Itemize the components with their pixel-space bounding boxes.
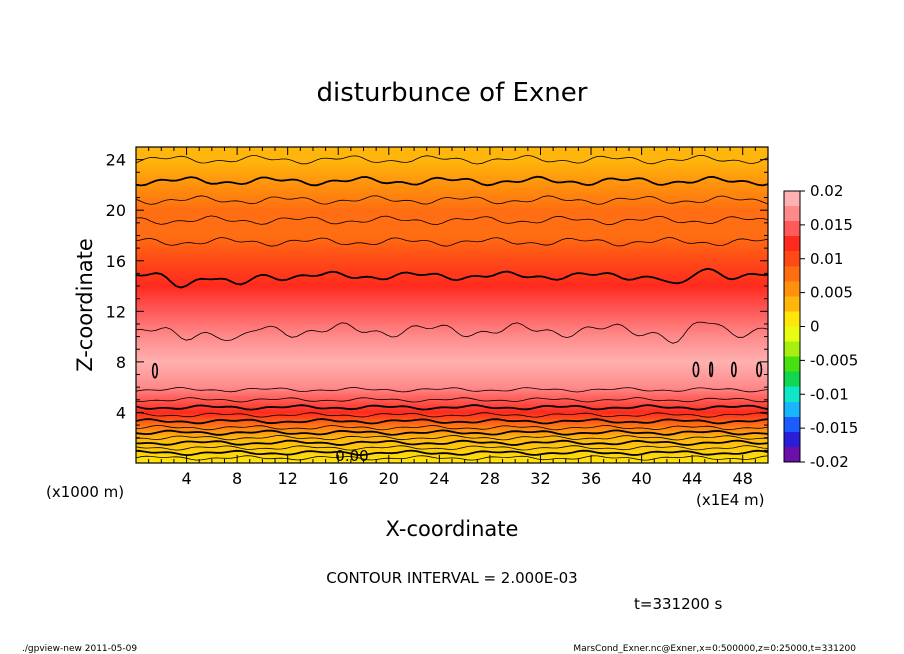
x-unit-label: (x1000 m) xyxy=(46,483,124,501)
footer-right: MarsCond_Exner.nc@Exner,x=0:500000,z=0:2… xyxy=(573,644,856,654)
x-tick-label: 20 xyxy=(379,469,399,488)
colorbar-tick-label: -0.02 xyxy=(810,453,849,471)
colorbar-tick-label: 0.015 xyxy=(810,216,853,234)
x-tick-label: 8 xyxy=(232,469,242,488)
contour-line xyxy=(136,215,768,226)
colorbar-tick-label: -0.015 xyxy=(810,419,858,437)
zero-contour-label: 0.00 xyxy=(335,447,368,465)
contour-line xyxy=(136,397,768,403)
y-tick-label: 16 xyxy=(106,252,126,271)
y-tick-label: 20 xyxy=(106,201,126,220)
footer-left: ./gpview-new 2011-05-09 xyxy=(22,644,137,654)
x-tick-label: 40 xyxy=(631,469,651,488)
x-tick-label: 12 xyxy=(278,469,298,488)
contour-eddy xyxy=(708,361,714,378)
contour-line xyxy=(136,154,768,165)
x-tick-label: 24 xyxy=(429,469,449,488)
contour-line xyxy=(136,404,768,411)
contour-line xyxy=(136,439,768,446)
y-tick-label: 12 xyxy=(106,302,126,321)
contour-line xyxy=(136,195,768,205)
x-tick-label: 4 xyxy=(181,469,191,488)
colorbar-tick-label: 0 xyxy=(810,318,820,336)
contour-line xyxy=(136,412,768,418)
heatmap-field xyxy=(136,147,768,463)
colorbar-tick-label: -0.01 xyxy=(810,385,849,403)
y-tick-label: 8 xyxy=(116,353,126,372)
contour-line xyxy=(136,386,768,393)
contour-lines xyxy=(136,154,768,461)
contour-line xyxy=(136,418,768,425)
x-tick-label: 36 xyxy=(581,469,601,488)
y-axis-label: Z-coordinate xyxy=(73,238,97,372)
contour-eddy xyxy=(756,361,763,378)
contour-line xyxy=(136,445,768,451)
contour-line xyxy=(136,424,768,431)
contour-eddy xyxy=(730,361,737,378)
contour-interval: CONTOUR INTERVAL = 2.000E-03 xyxy=(326,569,577,587)
colorbar-scale xyxy=(783,190,801,463)
contour-eddy xyxy=(151,362,159,379)
colorbar-tick-label: -0.005 xyxy=(810,351,858,369)
colorbar-tick-label: 0.005 xyxy=(810,284,853,302)
contour-eddies xyxy=(151,361,763,379)
x-tick-label: 16 xyxy=(328,469,348,488)
x-tick-label: 48 xyxy=(733,469,753,488)
colorbar-ticks: 0.02 0.015 0.01 0.005 0 -0.005 -0.01 -0.015 -0.0… xyxy=(800,182,858,471)
x-tick-label: 28 xyxy=(480,469,500,488)
time-label: t=331200 s xyxy=(634,595,722,613)
axis-ticks xyxy=(136,147,768,463)
contour-line xyxy=(136,435,768,441)
contour-line xyxy=(136,429,768,436)
y-tick-label: 24 xyxy=(106,151,126,170)
contour-line xyxy=(136,455,768,461)
x-scale-label: (x1E4 m) xyxy=(696,491,765,509)
contour-line xyxy=(136,449,768,457)
x-axis-label: X-coordinate xyxy=(386,517,519,541)
contour-line xyxy=(136,321,768,344)
contour-line xyxy=(136,267,768,289)
contour-line xyxy=(136,175,768,187)
x-tick-label: 32 xyxy=(530,469,550,488)
chart-title: disturbunce of Exner xyxy=(317,78,588,108)
contour-line xyxy=(136,237,768,247)
x-tick-labels: 4 8 12 16 20 24 28 32 36 40 44 48 xyxy=(181,469,752,488)
plot-area: 0.00 xyxy=(135,146,769,465)
colorbar: 0.02 0.015 0.01 0.005 0 -0.005 -0.01 -0.015 -0.0… xyxy=(783,182,858,471)
contour-eddy xyxy=(692,361,700,378)
colorbar-tick-label: 0.02 xyxy=(810,182,843,200)
colorbar-tick-label: 0.01 xyxy=(810,250,843,268)
y-tick-label: 4 xyxy=(116,403,126,422)
x-tick-label: 44 xyxy=(682,469,702,488)
y-tick-labels: 4 8 12 16 20 24 xyxy=(106,151,126,423)
